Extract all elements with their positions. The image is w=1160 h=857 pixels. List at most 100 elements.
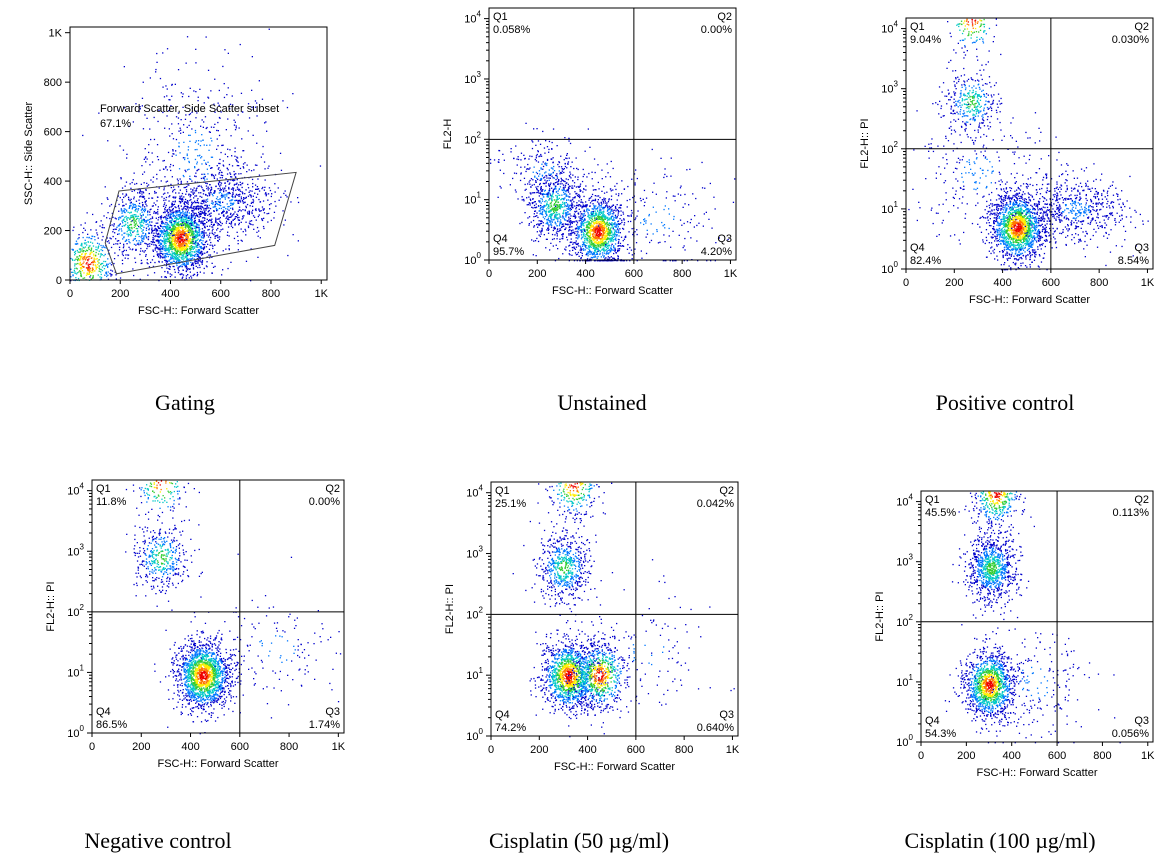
quadrant-percent: 11.8% xyxy=(96,496,127,508)
quadrant-percent: 95.7% xyxy=(493,246,524,258)
x-tick-label: 800 xyxy=(673,268,691,280)
y-axis-label: FL2-H:: PI xyxy=(859,118,871,168)
x-tick-label: 1K xyxy=(314,288,328,300)
x-tick-label: 200 xyxy=(530,744,548,756)
plot-frame xyxy=(488,7,737,261)
y-tick-label: 102 xyxy=(466,605,483,621)
x-tick-label: 600 xyxy=(231,741,249,753)
y-tick-label: 104 xyxy=(466,484,483,500)
x-tick-label: 600 xyxy=(1048,750,1066,762)
y-axis-label: FL2-H xyxy=(442,119,454,150)
x-tick-label: 200 xyxy=(945,277,963,289)
y-tick-label: 102 xyxy=(881,140,898,156)
quadrant-percent: 8.54% xyxy=(1118,255,1149,267)
caption-gating: Gating xyxy=(155,390,215,415)
quadrant-name: Q4 xyxy=(493,233,508,245)
x-tick-label: 200 xyxy=(132,741,150,753)
quadrant-name: Q2 xyxy=(325,483,340,495)
quadrant-name: Q2 xyxy=(1134,494,1149,506)
y-tick-label: 1K xyxy=(49,28,63,40)
x-tick-label: 600 xyxy=(1042,277,1060,289)
quadrant-percent: 0.00% xyxy=(309,496,340,508)
negative-control-panel: 0 200 400 600 800 1K FSC-H:: Forward Scatter 10… xyxy=(22,472,354,775)
y-tick-label: 102 xyxy=(896,613,913,629)
y-tick-label: 100 xyxy=(67,724,84,740)
quadrant-percent: 0.113% xyxy=(1113,507,1150,519)
x-tick-label: 0 xyxy=(89,741,95,753)
x-tick-label: 1K xyxy=(726,744,740,756)
quadrant-name: Q1 xyxy=(910,21,925,33)
x-axis-label: FSC-H:: Forward Scatter xyxy=(554,761,675,773)
y-axis-label: FL2-H:: PI xyxy=(45,581,57,631)
quadrant-name: Q4 xyxy=(495,709,510,721)
quadrant-percent: 45.5% xyxy=(925,507,956,519)
quadrant-percent: 1.74% xyxy=(309,719,340,731)
x-tick-label: 400 xyxy=(993,277,1011,289)
positive-control-panel: 0 200 400 600 800 1K FSC-H:: Forward Scatter 10… xyxy=(836,10,1160,311)
x-axis-label: FSC-H:: Forward Scatter xyxy=(138,305,259,317)
y-axis-label: FL2-H:: PI xyxy=(874,591,886,641)
y-tick-label: 600 xyxy=(44,127,62,139)
caption-cisplatin-100: Cisplatin (100 µg/ml) xyxy=(904,828,1096,853)
event-dots xyxy=(70,28,322,282)
cisplatin-100-panel: 0 200 400 600 800 1K FSC-H:: Forward Scatter 10… xyxy=(851,483,1160,784)
y-tick-label: 100 xyxy=(881,260,898,276)
y-axis-label: SSC-H:: Side Scatter xyxy=(23,102,35,206)
x-tick-label: 1K xyxy=(1141,750,1155,762)
plot-frame xyxy=(490,481,739,737)
quadrant-percent: 4.20% xyxy=(701,246,732,258)
y-tick-label: 100 xyxy=(896,733,913,749)
x-tick-label: 800 xyxy=(675,744,693,756)
x-tick-label: 200 xyxy=(111,288,129,300)
quadrant-percent: 74.2% xyxy=(495,722,526,734)
quadrant-percent: 0.056% xyxy=(1112,728,1150,740)
x-tick-label: 800 xyxy=(1090,277,1108,289)
x-tick-label: 200 xyxy=(957,750,975,762)
quadrant-name: Q2 xyxy=(1134,21,1149,33)
x-tick-label: 800 xyxy=(262,288,280,300)
quadrant-name: Q1 xyxy=(925,494,940,506)
y-tick-label: 103 xyxy=(464,70,481,86)
x-tick-label: 0 xyxy=(488,744,494,756)
event-dots xyxy=(908,18,1149,271)
x-tick-label: 200 xyxy=(528,268,546,280)
x-axis-label: FSC-H:: Forward Scatter xyxy=(976,767,1097,779)
y-tick-label: 101 xyxy=(896,673,913,689)
quadrant-name: Q4 xyxy=(910,242,925,254)
unstained-panel: 0 200 400 600 800 1K FSC-H:: Forward Scatter 10… xyxy=(419,0,746,302)
caption-positive-control: Positive control xyxy=(935,390,1075,415)
quadrant-percent: 0.640% xyxy=(697,722,735,734)
quadrant-name: Q1 xyxy=(96,483,111,495)
caption-cisplatin-50: Cisplatin (50 µg/ml) xyxy=(488,828,670,853)
x-axis-label: FSC-H:: Forward Scatter xyxy=(969,294,1090,306)
x-tick-label: 1K xyxy=(1141,277,1155,289)
x-tick-label: 800 xyxy=(1093,750,1111,762)
quadrant-name: Q1 xyxy=(493,11,508,23)
x-tick-label: 600 xyxy=(212,288,230,300)
quadrant-percent: 54.3% xyxy=(925,728,956,740)
x-tick-label: 600 xyxy=(627,744,645,756)
y-tick-label: 103 xyxy=(881,80,898,96)
quadrant-name: Q4 xyxy=(925,715,940,727)
y-tick-label: 100 xyxy=(466,727,483,743)
quadrant-percent: 0.030% xyxy=(1112,34,1150,46)
y-tick-label: 100 xyxy=(464,251,481,267)
y-tick-label: 200 xyxy=(44,226,62,238)
gate-percent: 67.1% xyxy=(100,118,131,130)
caption-negative-control: Negative control xyxy=(84,828,232,853)
y-tick-label: 103 xyxy=(466,545,483,561)
x-tick-label: 600 xyxy=(625,268,643,280)
quadrant-percent: 0.00% xyxy=(701,24,732,36)
x-tick-label: 400 xyxy=(576,268,594,280)
y-tick-label: 101 xyxy=(466,666,483,682)
x-tick-label: 400 xyxy=(161,288,179,300)
quadrant-percent: 9.04% xyxy=(910,34,941,46)
plot-frame xyxy=(91,479,345,734)
y-tick-label: 103 xyxy=(67,542,84,558)
